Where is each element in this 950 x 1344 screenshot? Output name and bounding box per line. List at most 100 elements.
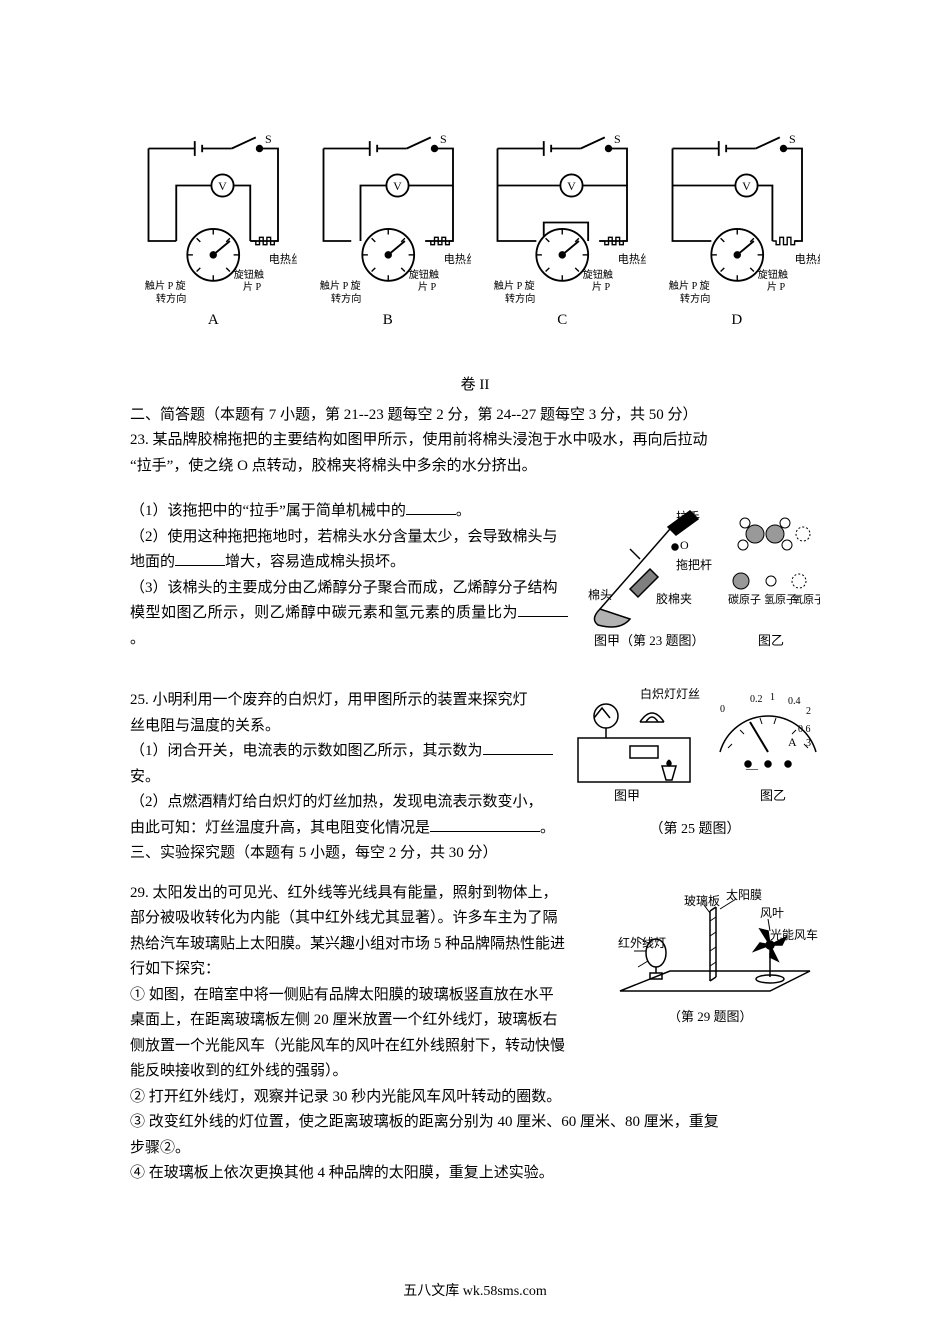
q23-cap-left: 图甲（第 23 题图） [594, 633, 705, 648]
switch-label: S [614, 132, 621, 146]
atom-o: 氧原子 [792, 592, 820, 606]
q23-p3l1: （3）该棉头的主要成分由乙烯醇分子聚合而成，乙烯醇分子结构 [130, 576, 568, 602]
q29-s1b: 桌面上，在距离玻璃板左侧 20 厘米放置一个红外线灯，玻璃板右 [130, 1008, 598, 1034]
q29-s3b: 步骤②。 [130, 1136, 820, 1162]
q23-stem-l2: “拉手”，使之绕 O 点转动，胶棉夹将棉头中多余的水分挤出。 [130, 454, 820, 480]
segment-label: 旋钮触 [583, 268, 613, 281]
q25-capR: 图乙 [760, 788, 786, 803]
segment-label: 旋钮触 [408, 268, 438, 281]
q23-p1a: （1）该拖把中的“拉手”属于简单机械中的 [130, 503, 406, 519]
option-label-a: A [208, 308, 219, 334]
contact-label: 触片 P 旋 [494, 279, 535, 292]
tick02: 0.2 [750, 694, 763, 705]
blank [518, 602, 568, 617]
q23-pole-label: 拖把杆 [676, 558, 712, 572]
q25-bulb-label: 白炽灯灯丝 [640, 688, 700, 701]
circuit-svg: V S 电热丝 旋钮触 片 P 触片 P 旋 转方向 [130, 130, 297, 306]
q23-clamp-label: 胶棉夹 [656, 591, 692, 606]
tick2: 2 [806, 706, 811, 717]
direction-label: 转方向 [679, 292, 709, 305]
q23-p2l2: 地面的 增大，容易造成棉头损坏。 [130, 550, 568, 576]
heater-label: 电热丝 [443, 253, 471, 266]
page-footer: 五八文库 wk.58sms.com [0, 1280, 950, 1304]
q25-caption: （第 25 题图） [650, 818, 741, 842]
section2-intro: 二、简答题（本题有 7 小题，第 21--23 题每空 2 分，第 24--27… [130, 403, 820, 429]
segment-label: 旋钮触 [757, 268, 787, 281]
q25-p2a2: 由此可知：灯丝温度升高，其电阻变化情况是 [130, 820, 430, 836]
q29-l1: 29. 太阳发出的可见光、红外线等光线具有能量，照射到物体上， [130, 881, 598, 907]
q29-windmill: 光能风车 [770, 927, 818, 942]
contact-label: 触片 P 旋 [319, 279, 360, 292]
svg-text:O: O [680, 538, 689, 552]
unitA: A [788, 735, 797, 749]
q29-lamp: 红外线灯 [618, 935, 666, 950]
q25-l2: 丝电阻与温度的关系。 [130, 714, 558, 740]
contact-label: 触片 P 旋 [668, 279, 709, 292]
q29-s3a: ③ 改变红外线的灯位置，使之距离玻璃板的距离分别为 40 厘米、60 厘米、80… [130, 1110, 820, 1136]
circuit-option-a: V S 电热丝 旋钮触 片 P 触片 P 旋 转方向 A [130, 130, 297, 333]
tick0: 0 [720, 704, 725, 715]
q23-cap-right: 图乙 [758, 633, 784, 648]
circuit-option-d: V S 电热丝 旋钮触 片 P 触片 P 旋 转方向 D [654, 130, 821, 333]
q29-figure: 玻璃板 太阳膜 风叶 光能风车 红外线灯 （第 29 题图） [610, 881, 820, 1085]
q25-p2l1: （2）点燃酒精灯给白炽灯的灯丝加热，发现电流表示数变小， [130, 790, 558, 816]
q29-svg: 玻璃板 太阳膜 风叶 光能风车 红外线灯 （第 29 题图） [610, 881, 820, 1031]
q23-p1: （1）该拖把中的“拉手”属于简单机械中的 。 [130, 499, 568, 525]
q29-s1a: ① 如图，在暗室中将一侧贴有品牌太阳膜的玻璃板竖直放在水平 [130, 983, 598, 1009]
q25-p1a: （1）闭合开关，电流表的示数如图乙所示，其示数为 [130, 743, 483, 759]
q25-figure: 白炽灯灯丝 0 0.2 1 0.4 2 0.6 3 A — 图甲 图乙 （第 2… [570, 688, 820, 867]
segment2-label: 片 P [417, 280, 436, 293]
q25-p1: （1）闭合开关，电流表的示数如图乙所示，其示数为 [130, 739, 558, 765]
q23-p2l2a: 地面的 [130, 554, 175, 570]
option-label-d: D [731, 308, 742, 334]
blank [430, 817, 540, 832]
q29-s4: ④ 在玻璃板上依次更换其他 4 种品牌的太阳膜，重复上述实验。 [130, 1161, 820, 1187]
q23-p1b: 。 [456, 503, 471, 519]
tick1: 1 [770, 692, 775, 703]
q23-p2l2b: 增大，容易造成棉头损坏。 [225, 554, 405, 570]
q29-l3: 热给汽车玻璃贴上太阳膜。某兴趣小组对市场 5 种品牌隔热性能进 [130, 932, 598, 958]
voltmeter-label: V [567, 179, 576, 193]
q23-svg: 拉手 O 棉头 拖把杆 胶棉夹 碳原子 氢原子 氧原子 图甲（第 [580, 499, 820, 649]
q29-s1c: 侧放置一个光能风车（光能风车的风叶在红外线照射下，转动快慢 [130, 1034, 598, 1060]
option-label-b: B [383, 308, 393, 334]
blank [175, 551, 225, 566]
heater-label: 电热丝 [269, 253, 297, 266]
q29-s2: ② 打开红外线灯，观察并记录 30 秒内光能风车风叶转动的圈数。 [130, 1085, 820, 1111]
circuit-option-b: V S 电热丝 旋钮触 片 P 触片 P 旋 转方向 B [305, 130, 472, 333]
switch-label: S [265, 132, 272, 146]
paper-volume-title: 卷 II [130, 373, 820, 399]
q29-l2: 部分被吸收转化为内能（其中红外线尤其显著）。许多车主为了隔 [130, 906, 598, 932]
dash: — [745, 761, 759, 775]
circuit-svg: V S 电热丝 旋钮触 片 P 触片 P 旋 转方向 [654, 130, 821, 306]
tick04: 0.4 [788, 696, 801, 707]
q23-p3b: 。 [130, 631, 145, 647]
q23-figure: 拉手 O 棉头 拖把杆 胶棉夹 碳原子 氢原子 氧原子 图甲（第 [580, 499, 820, 652]
q25-capL: 图甲 [614, 788, 640, 803]
segment2-label: 片 P [243, 280, 262, 293]
q25-l1: 25. 小明利用一个废弃的白炽灯，用甲图所示的装置来探究灯 [130, 688, 558, 714]
circuit-option-c: V S 电热丝 旋钮触 片 P 触片 P 旋 转方向 C [479, 130, 646, 333]
option-label-c: C [557, 308, 567, 334]
circuit-svg: V S 电热丝 旋钮触 片 P 触片 P 旋 转方向 [479, 130, 646, 306]
q29-block: 29. 太阳发出的可见光、红外线等光线具有能量，照射到物体上， 部分被吸收转化为… [130, 881, 820, 1085]
direction-label: 转方向 [330, 292, 360, 305]
segment-label: 旋钮触 [234, 268, 264, 281]
voltmeter-label: V [393, 179, 402, 193]
blank [406, 500, 456, 515]
q29-s1d: 能反映接收到的红外线的强弱）。 [130, 1059, 598, 1085]
q25-p1b: 安。 [130, 765, 558, 791]
voltmeter-label: V [218, 179, 227, 193]
atom-c: 碳原子 [728, 592, 761, 606]
circuit-svg: V S 电热丝 旋钮触 片 P 触片 P 旋 转方向 [305, 130, 472, 306]
heater-label: 电热丝 [618, 253, 646, 266]
blank [483, 740, 553, 755]
q29-film: 太阳膜 [726, 887, 762, 902]
q25-p2b: 。 [540, 820, 555, 836]
direction-label: 转方向 [156, 292, 186, 305]
q23-stem-l1: 23. 某品牌胶棉拖把的主要结构如图甲所示，使用前将棉头浸泡于水中吸水，再向后拉… [130, 428, 820, 454]
contact-label: 触片 P 旋 [145, 279, 186, 292]
q29-caption: （第 29 题图） [668, 1009, 753, 1024]
q23-handle-label: 拉手 [676, 509, 700, 524]
q23-p3l2: 模型如图乙所示，则乙烯醇中碳元素和氢元素的质量比为。 [130, 601, 568, 652]
